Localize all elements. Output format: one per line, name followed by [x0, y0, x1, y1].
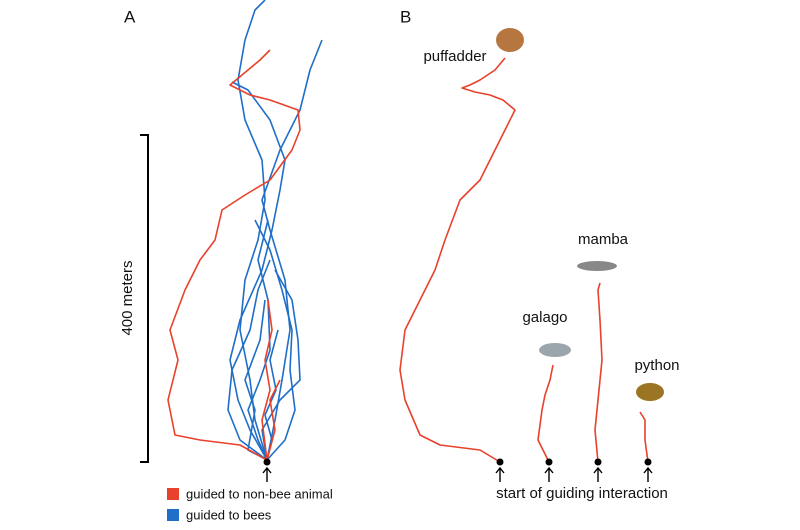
- origin-arrow: [262, 466, 272, 482]
- panel-label: B: [400, 7, 411, 26]
- panel-label: A: [124, 7, 136, 26]
- animal-tracks-a: [167, 49, 301, 461]
- animal-label: puffadder: [423, 48, 486, 65]
- legend-label: guided to non-bee animal: [186, 486, 333, 501]
- scale-bar: [140, 134, 149, 463]
- animal-label: mamba: [578, 231, 629, 248]
- legend-swatch: [167, 488, 179, 500]
- animal-icons: [496, 28, 664, 401]
- animal-label: galago: [522, 309, 567, 326]
- origin-label: start of guiding interaction: [496, 485, 668, 502]
- scale-label: 400 meters: [119, 260, 136, 335]
- legend-swatch: [167, 509, 179, 521]
- origin-dot: [263, 458, 271, 466]
- legend-label: guided to bees: [186, 507, 272, 522]
- bee-tracks: [227, 0, 323, 461]
- animal-tracks-b: [399, 57, 649, 463]
- origin-markers: [495, 458, 653, 482]
- animal-label: python: [634, 357, 679, 374]
